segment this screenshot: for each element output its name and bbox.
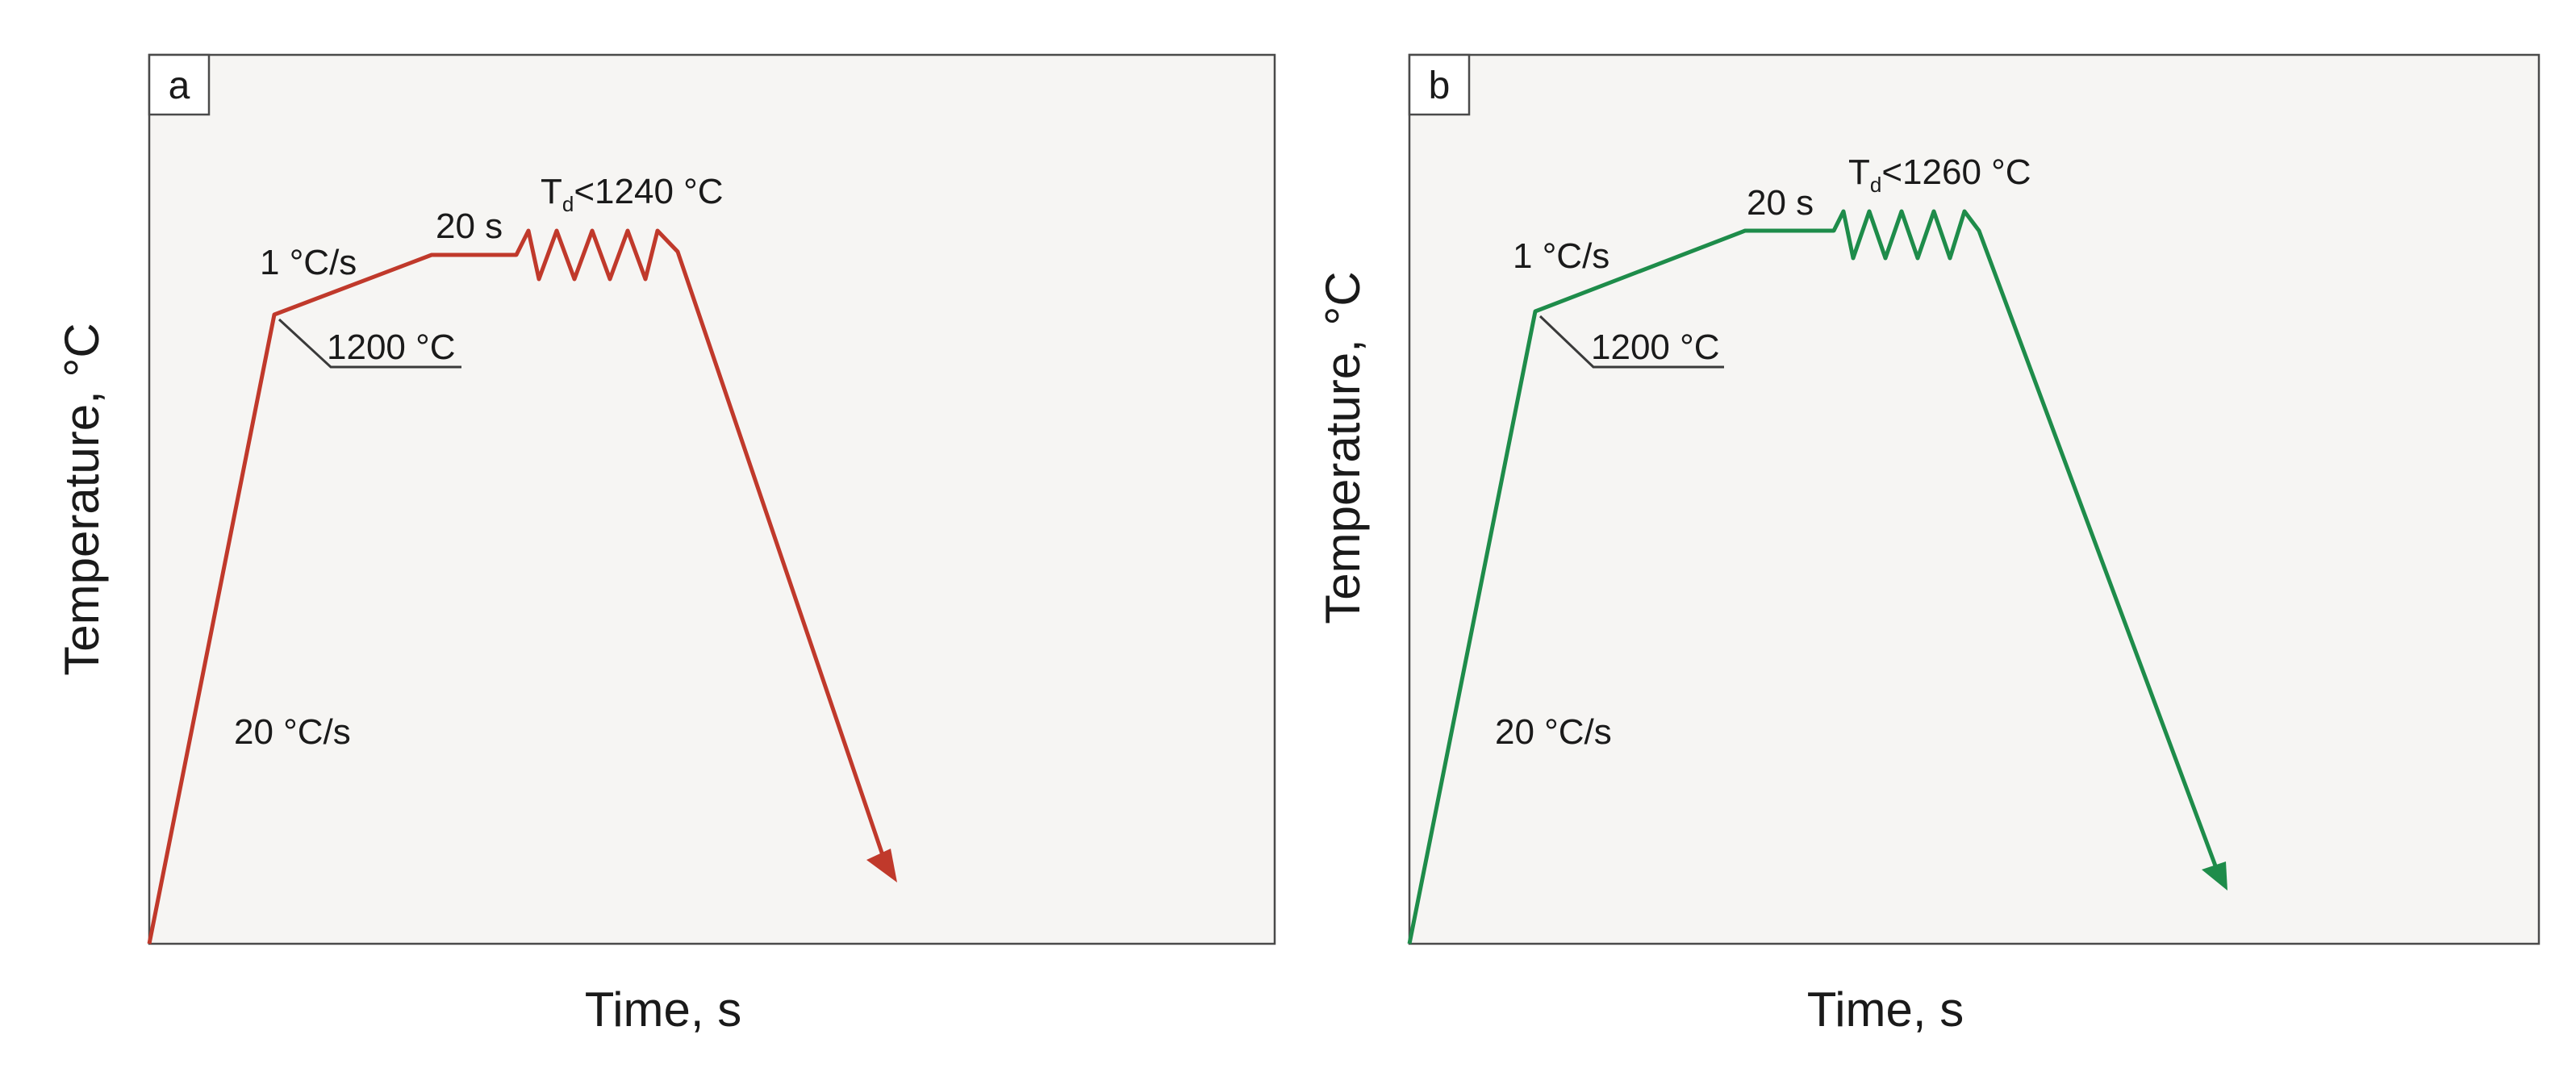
- plot-frame: [148, 53, 1276, 945]
- hold-time-label: 20 s: [1747, 183, 1814, 223]
- panel-b: b 1200 °C 1 °C/s 20 s Td<1260 °C 20 °C/s…: [1288, 0, 2576, 1064]
- y-axis-label: Temperature, °C: [1316, 271, 1370, 624]
- heating-rate-label: 20 °C/s: [234, 712, 351, 752]
- y-axis-label: Temperature, °C: [55, 323, 109, 676]
- hold-start-label: 1200 °C: [327, 327, 455, 367]
- temperature-path: [147, 228, 885, 945]
- panel-label-box: [148, 53, 211, 116]
- deformation-temp-label: Td<1240 °C: [541, 172, 724, 216]
- schedule-diagram-b: b 1200 °C 1 °C/s 20 s Td<1260 °C 20 °C/s…: [1316, 53, 2541, 1037]
- slow-rate-label: 1 °C/s: [1513, 236, 1609, 276]
- schedule-diagram-a: a 1200 °C 1 °C/s 20 s Td<1240 °C 20 °C/s…: [55, 53, 1276, 1037]
- panel-label: a: [169, 65, 190, 107]
- temperature-path: [1407, 209, 2219, 945]
- heating-rate-label: 20 °C/s: [1495, 712, 1612, 752]
- hold-time-label: 20 s: [436, 207, 503, 246]
- cooling-arrowhead: [2202, 861, 2227, 891]
- plot-frame: [1408, 53, 2541, 945]
- slow-rate-label: 1 °C/s: [260, 243, 357, 282]
- cooling-arrowhead: [866, 849, 897, 882]
- panel-a: a 1200 °C 1 °C/s 20 s Td<1240 °C 20 °C/s…: [0, 0, 1288, 1064]
- x-axis-label: Time, s: [585, 982, 741, 1037]
- hold-start-leader: [1539, 315, 1724, 369]
- hold-start-label: 1200 °C: [1591, 327, 1719, 367]
- deformation-temp-label: Td<1260 °C: [1848, 152, 2031, 197]
- panel-label: b: [1429, 65, 1451, 107]
- x-axis-label: Time, s: [1807, 982, 1964, 1037]
- hold-start-leader: [278, 318, 461, 369]
- panel-label-box: [1408, 53, 1471, 116]
